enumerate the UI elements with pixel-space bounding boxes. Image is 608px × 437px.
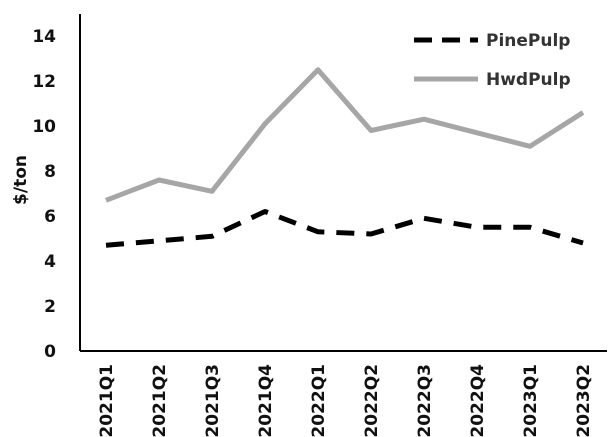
x-axis-ticks: 2021Q1 2021Q2 2021Q3 2021Q4 2022Q1 2022Q2 2022… xyxy=(97,364,594,437)
y-tick-label: 12 xyxy=(32,72,56,92)
y-tick-label: 10 xyxy=(32,117,56,137)
legend-item-hwdpulp: HwdPulp xyxy=(414,70,571,90)
series-line-hwdpulp xyxy=(105,67,585,203)
x-tick-label: 2021Q2 xyxy=(150,364,170,437)
legend: PinePulp HwdPulp xyxy=(414,31,571,90)
x-tick-label: 2023Q2 xyxy=(574,364,594,437)
x-tick-label: 2023Q1 xyxy=(521,364,541,437)
y-tick-label: 8 xyxy=(44,162,56,182)
legend-label: PinePulp xyxy=(486,31,570,51)
y-tick-label: 4 xyxy=(44,252,56,272)
x-tick-label: 2021Q1 xyxy=(97,364,117,437)
x-tick-label: 2022Q1 xyxy=(309,364,329,437)
y-tick-label: 2 xyxy=(44,297,56,317)
x-tick-label: 2022Q3 xyxy=(415,364,435,437)
y-tick-label: 14 xyxy=(32,27,56,47)
x-tick-label: 2021Q3 xyxy=(203,364,223,437)
y-axis-label: $/ton xyxy=(11,155,31,205)
y-axis-ticks: 0 2 4 6 8 10 12 14 xyxy=(32,27,56,362)
x-tick-label: 2022Q2 xyxy=(362,364,382,437)
legend-item-pinepulp: PinePulp xyxy=(414,31,570,51)
x-tick-label: 2022Q4 xyxy=(468,364,488,437)
y-tick-label: 6 xyxy=(44,207,56,227)
legend-label: HwdPulp xyxy=(486,70,571,90)
series-line-pinepulp xyxy=(105,209,584,248)
x-tick-label: 2021Q4 xyxy=(256,364,276,437)
series-layer xyxy=(105,67,585,248)
y-tick-label: 0 xyxy=(44,342,56,362)
